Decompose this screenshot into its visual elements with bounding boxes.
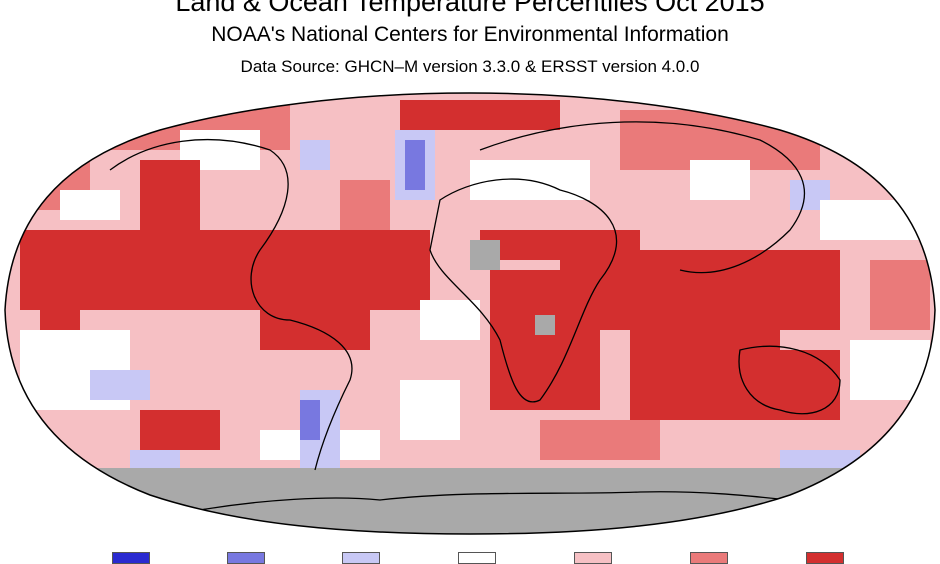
region-east-tropical-pacific [40, 300, 80, 330]
region-north-pacific-near-average [60, 190, 120, 220]
region-southern-ocean-warm [540, 420, 660, 460]
coastline-africa [429, 178, 618, 403]
region-africa-record [490, 270, 600, 410]
legend-swatch-near-average [458, 552, 496, 564]
coastline-americas [109, 138, 353, 471]
legend [0, 552, 940, 564]
region-patagonia-much-cooler [300, 400, 320, 440]
map-title: Land & Ocean Temperature Percentiles Oct… [175, 0, 765, 17]
region-southeast-pacific-cooler [90, 370, 150, 400]
region-equatorial-atlantic-near-average [420, 300, 480, 340]
legend-swatch-record-coldest [112, 552, 150, 564]
region-greenland-cooler [300, 140, 330, 170]
region-no-data-congo [535, 315, 555, 335]
map-subtitle: NOAA's National Centers for Environmenta… [211, 23, 729, 46]
region-no-data-antarctica [5, 468, 935, 534]
legend-swatch-much-warmer [690, 552, 728, 564]
legend-swatch-much-cooler [227, 552, 265, 564]
region-south-pacific-east-near-average [850, 340, 930, 400]
region-south-atlantic-near-average [400, 380, 460, 440]
legend-swatch-cooler [342, 552, 380, 564]
region-south-pacific-record [140, 410, 220, 450]
legend-swatch-warmer [574, 552, 612, 564]
coastline-eurasia [479, 121, 806, 274]
region-east-pacific-edge [870, 260, 930, 330]
data-source-note: Data Source: GHCN–M version 3.3.0 & ERSS… [240, 57, 700, 76]
legend-swatch-record-warmest [806, 552, 844, 564]
region-northwest-pacific-near-average [820, 200, 920, 240]
region-no-data-sahara [470, 240, 500, 270]
region-australia-record [720, 350, 840, 420]
region-arctic-europe [400, 100, 560, 130]
coastline-antarctica [199, 491, 841, 511]
region-central-asia-near-average [690, 160, 750, 200]
region-south-america-record [260, 270, 370, 350]
globe-outline [4, 92, 936, 535]
region-north-atlantic-much-cooler [405, 140, 425, 190]
coastline-australia [738, 345, 841, 415]
region-central-atlantic [340, 180, 390, 230]
